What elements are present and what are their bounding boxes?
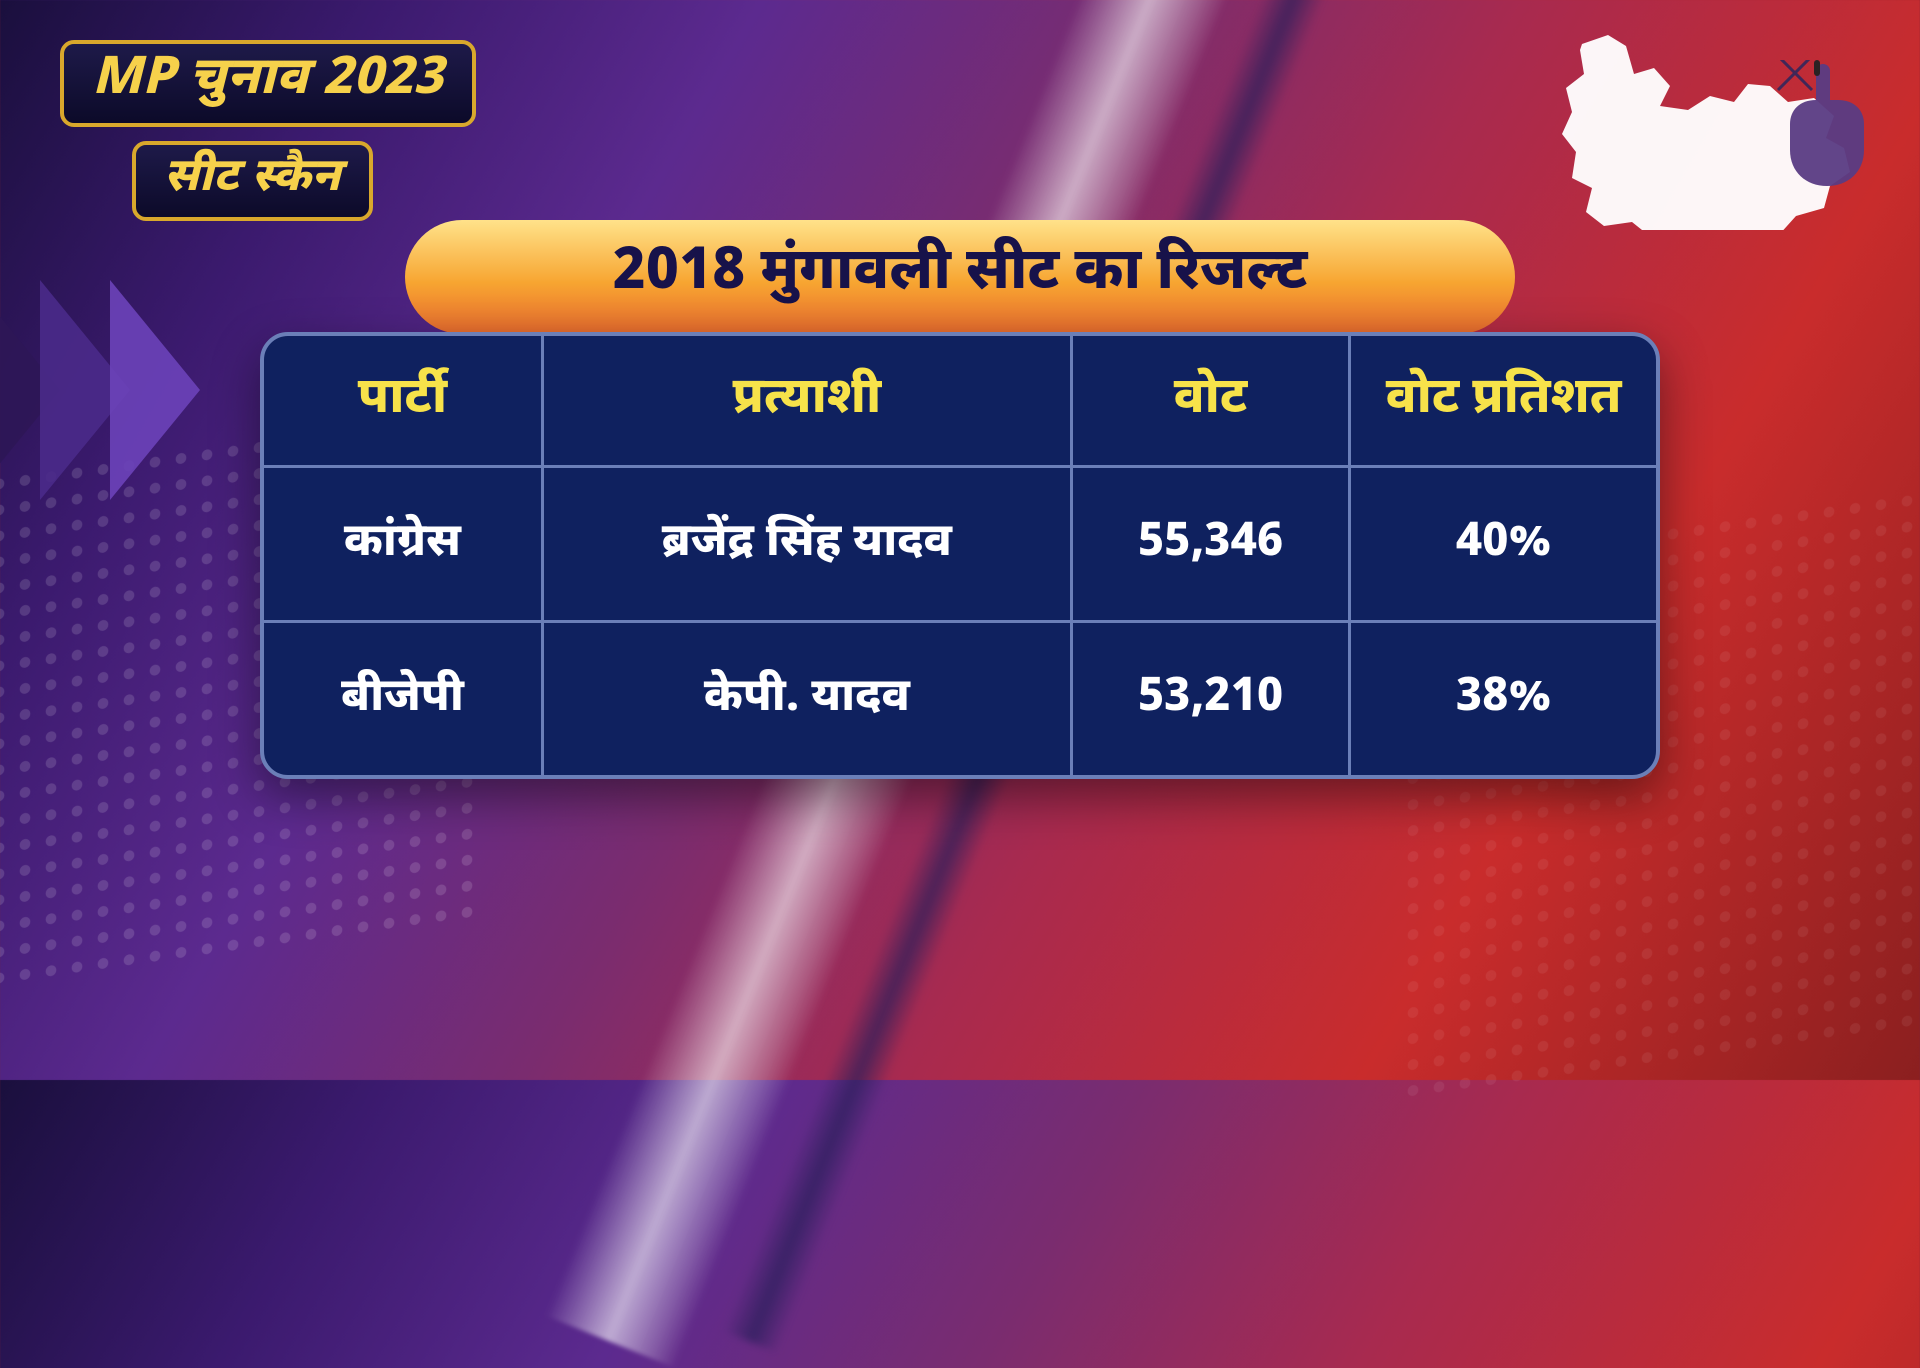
table-header-row: पार्टी प्रत्याशी वोट वोट प्रतिशत xyxy=(264,336,1656,467)
cell-pct: 38% xyxy=(1350,622,1656,776)
results-card: पार्टी प्रत्याशी वोट वोट प्रतिशत कांग्रे… xyxy=(260,332,1660,779)
cell-candidate: केपी. यादव xyxy=(542,622,1071,776)
result-heading: 2018 मुंगावली सीट का रिजल्ट xyxy=(405,220,1515,334)
results-table: पार्टी प्रत्याशी वोट वोट प्रतिशत कांग्रे… xyxy=(264,336,1656,775)
voting-hand-icon xyxy=(1770,60,1880,190)
cell-votes: 53,210 xyxy=(1071,622,1349,776)
cell-party: बीजेपी xyxy=(264,622,542,776)
election-badge: MP चुनाव 2023 सीट स्कैन xyxy=(60,40,476,221)
col-votes: वोट xyxy=(1071,336,1349,467)
cell-votes: 55,346 xyxy=(1071,467,1349,622)
col-party: पार्टी xyxy=(264,336,542,467)
table-row: बीजेपी केपी. यादव 53,210 38% xyxy=(264,622,1656,776)
cell-party: कांग्रेस xyxy=(264,467,542,622)
cell-candidate: ब्रजेंद्र सिंह यादव xyxy=(542,467,1071,622)
col-candidate: प्रत्याशी xyxy=(542,336,1071,467)
cell-pct: 40% xyxy=(1350,467,1656,622)
col-pct: वोट प्रतिशत xyxy=(1350,336,1656,467)
chevron-arrows xyxy=(0,280,200,500)
badge-title: MP चुनाव 2023 xyxy=(60,40,476,127)
table-row: कांग्रेस ब्रजेंद्र सिंह यादव 55,346 40% xyxy=(264,467,1656,622)
badge-subtitle: सीट स्कैन xyxy=(132,141,373,221)
